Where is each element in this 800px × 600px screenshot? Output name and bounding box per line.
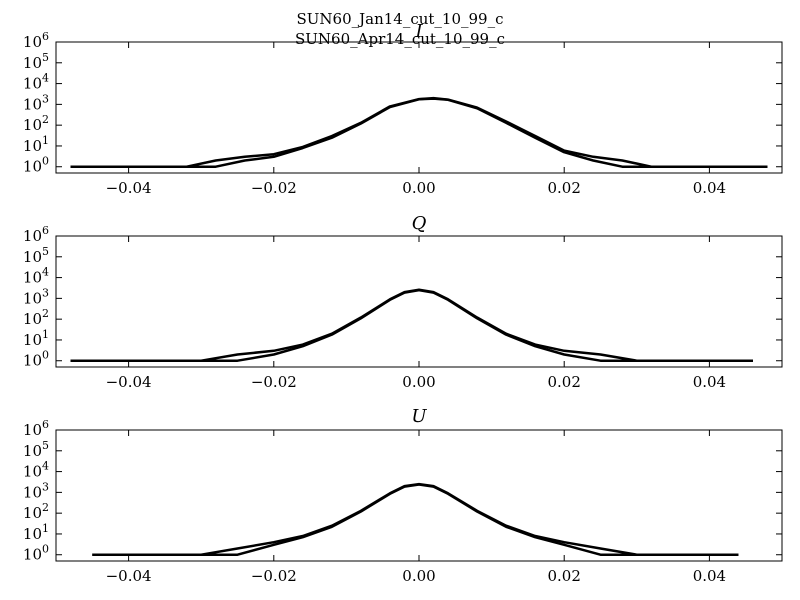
y-tick-label: 103: [23, 286, 49, 307]
subplot-I: −0.04 −0.02 0.00 0.02 0.04 100101102103104105…: [23, 21, 783, 197]
x-tick-label: 0.02: [547, 373, 580, 391]
subplot-title: U: [411, 406, 427, 427]
y-tick-label: 102: [23, 501, 49, 522]
axes-frame: [55, 429, 783, 562]
y-tick-label: 105: [23, 51, 49, 72]
x-tick-label: −0.04: [106, 179, 152, 197]
y-tick-label: 106: [23, 224, 49, 245]
series-line-0: [92, 482, 739, 556]
figure-suptitle-2: SUN60_Apr14_cut_10_99_c: [295, 30, 505, 48]
figure-suptitle-1: SUN60_Jan14_cut_10_99_c: [296, 10, 504, 28]
y-tick-label: 100: [23, 349, 49, 370]
y-tick-label: 101: [23, 328, 49, 349]
y-tick-label: 106: [23, 30, 49, 51]
axes-frame: [55, 235, 783, 368]
subplot-U: −0.04 −0.02 0.00 0.02 0.04 100101102103104105…: [23, 406, 783, 585]
y-tick-label: 104: [23, 72, 49, 93]
y-tick-label: 102: [23, 113, 49, 134]
x-tick-label: −0.04: [106, 373, 152, 391]
y-tick-label: 102: [23, 307, 49, 328]
y-tick-label: 105: [23, 245, 49, 266]
x-tick-label: 0.00: [402, 567, 435, 585]
x-tick-label: 0.00: [402, 179, 435, 197]
x-tick-label: −0.04: [106, 567, 152, 585]
series-line-1: [92, 483, 739, 556]
x-tick-label: −0.02: [251, 567, 297, 585]
subplot-title: Q: [412, 213, 427, 234]
x-tick-label: 0.02: [547, 567, 580, 585]
y-tick-label: 105: [23, 439, 49, 460]
y-tick-label: 100: [23, 543, 49, 564]
series-line-1: [70, 97, 768, 168]
y-tick-label: 106: [23, 418, 49, 439]
subplot-Q: −0.04 −0.02 0.00 0.02 0.04 100101102103104105…: [23, 213, 783, 391]
x-tick-label: 0.04: [693, 373, 726, 391]
x-tick-label: 0.02: [547, 179, 580, 197]
y-tick-label: 101: [23, 134, 49, 155]
y-tick-label: 103: [23, 480, 49, 501]
x-tick-label: 0.00: [402, 373, 435, 391]
y-tick-label: 100: [23, 155, 49, 176]
x-tick-label: 0.04: [693, 179, 726, 197]
y-tick-label: 101: [23, 522, 49, 543]
axes-frame: [55, 41, 783, 174]
y-tick-label: 104: [23, 460, 49, 481]
series-line-0: [70, 288, 753, 362]
series-line-1: [70, 288, 753, 362]
x-tick-label: 0.04: [693, 567, 726, 585]
subplot-title: I: [414, 21, 423, 42]
x-tick-label: −0.02: [251, 373, 297, 391]
y-tick-label: 103: [23, 92, 49, 113]
x-tick-label: −0.02: [251, 179, 297, 197]
series-line-0: [70, 96, 768, 168]
y-tick-label: 104: [23, 266, 49, 287]
